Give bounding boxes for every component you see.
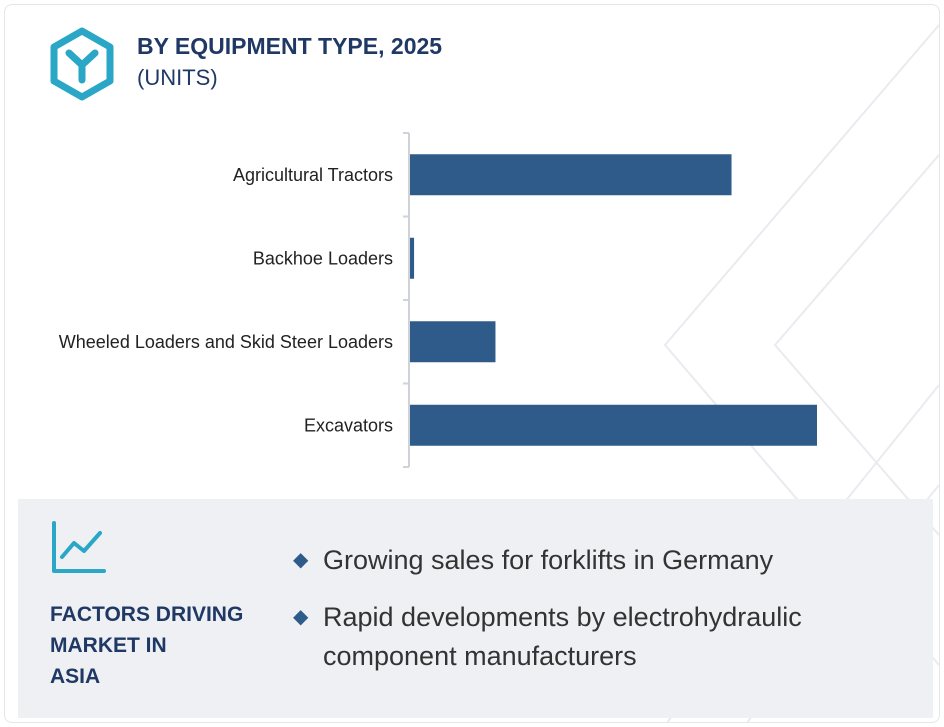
category-label: Excavators [304, 415, 393, 435]
bar [410, 154, 732, 196]
factor-text: Growing sales for forklifts in Germany [323, 545, 774, 575]
chart-title: BY EQUIPMENT TYPE, 2025 [137, 33, 443, 59]
chart-subtitle: (UNITS) [137, 65, 218, 90]
bar-chart: Agricultural Tractors Backhoe Loaders Whee… [59, 132, 817, 468]
factor-text: Rapid developments by electrohydraulic c… [323, 602, 802, 671]
bar [410, 321, 496, 363]
factors-list: ◆ Growing sales for forklifts in Germany… [293, 541, 853, 694]
infographic-card: BY EQUIPMENT TYPE, 2025 (UNITS) Agricult… [4, 4, 940, 723]
trend-chart-icon [52, 521, 106, 573]
category-label: Backhoe Loaders [253, 248, 393, 268]
diamond-bullet-icon: ◆ [293, 549, 309, 571]
factors-heading-line: ASIA [50, 665, 101, 688]
bar [410, 404, 817, 446]
factors-heading: FACTORS DRIVING MARKET IN ASIA [50, 599, 270, 692]
factor-item: ◆ Rapid developments by electrohydraulic… [293, 598, 853, 676]
factors-heading-line: FACTORS DRIVING [50, 603, 244, 626]
diamond-bullet-icon: ◆ [293, 606, 309, 628]
factors-heading-line: MARKET IN [50, 634, 167, 657]
category-label: Agricultural Tractors [233, 165, 393, 185]
hexagon-y-logo-icon [50, 27, 114, 101]
factors-panel: FACTORS DRIVING MARKET IN ASIA ◆ Growing… [18, 499, 933, 718]
bar [410, 237, 415, 279]
category-label: Wheeled Loaders and Skid Steer Loaders [59, 332, 393, 352]
factor-item: ◆ Growing sales for forklifts in Germany [293, 541, 853, 580]
